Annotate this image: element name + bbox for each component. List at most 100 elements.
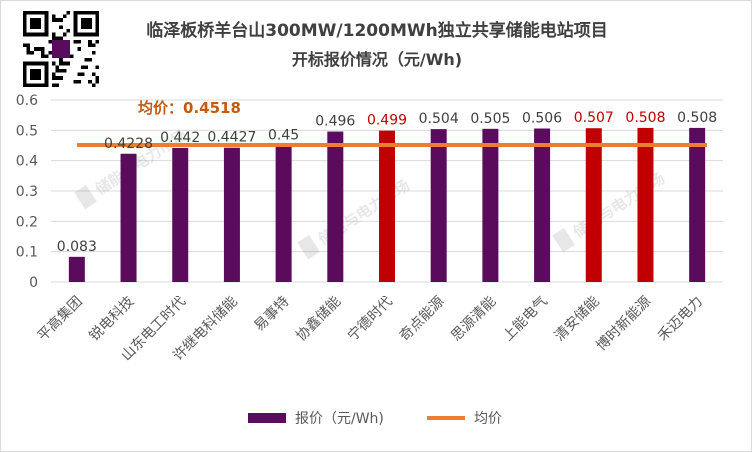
qr-module — [30, 50, 34, 55]
bar-value-label: 0.506 — [522, 111, 562, 127]
bar-value-label: 0.505 — [470, 111, 510, 127]
qr-module — [62, 61, 67, 66]
bar-value-label: 0.496 — [315, 114, 355, 130]
qr-module — [77, 47, 81, 51]
legend: 报价（元/Wh) 均价 — [248, 411, 502, 427]
qr-module — [55, 68, 60, 73]
bar — [379, 130, 395, 282]
bar — [275, 145, 292, 282]
bar — [327, 131, 344, 282]
watermark-logo-icon — [297, 234, 320, 260]
qr-module — [26, 47, 31, 51]
qr-module — [77, 79, 81, 84]
x-tick-label: 平高集团 — [34, 293, 86, 345]
qr-module — [51, 14, 56, 19]
y-tick-label: 0.6 — [16, 93, 38, 109]
bar — [223, 147, 240, 282]
qr-module — [62, 14, 67, 19]
qr-module — [95, 79, 99, 84]
qr-module — [41, 54, 45, 59]
qr-module — [62, 68, 67, 73]
qr-module — [95, 65, 99, 69]
x-tick-label: 锐电科技 — [86, 294, 137, 345]
qr-module — [88, 79, 92, 84]
qr-module — [59, 68, 63, 73]
bar-value-labels: 0.083 0.4228 0.442 0.4427 0.45 0.496 0.499 0.50… — [57, 110, 717, 255]
qr-module — [59, 36, 63, 40]
qr-module — [70, 54, 74, 59]
qr-module — [91, 50, 96, 55]
y-axis-ticks: 0 0.1 0.2 0.3 0.4 0.5 0.6 — [16, 93, 38, 291]
y-tick-label: 0.4 — [16, 154, 38, 170]
qr-module — [80, 72, 85, 77]
qr-module — [51, 76, 56, 80]
qr-module — [23, 43, 27, 48]
qr-module — [37, 47, 42, 51]
average-label-value: 0.4518 — [183, 99, 241, 117]
qr-module — [77, 39, 81, 44]
x-tick-label: 奇点能源 — [396, 293, 448, 345]
qr-module — [66, 11, 71, 15]
qr-module — [41, 50, 45, 55]
average-label: 均价：0.4518 — [138, 99, 241, 117]
qr-module — [48, 39, 52, 44]
bar — [585, 128, 602, 282]
qr-module — [55, 65, 60, 69]
qr-module — [73, 39, 78, 44]
bar-value-label: 0.442 — [160, 130, 200, 146]
qr-module — [26, 50, 31, 55]
qr-module — [77, 72, 81, 77]
bar — [172, 147, 189, 282]
qr-module — [51, 83, 56, 87]
qr-module — [51, 61, 56, 66]
bar-value-label: 0.4427 — [207, 130, 256, 146]
x-tick-label: 博时新能源 — [593, 293, 655, 355]
average-label-prefix: 均价： — [138, 99, 183, 117]
y-tick-label: 0.2 — [16, 214, 38, 230]
bar-value-label: 0.507 — [574, 110, 614, 126]
qr-module — [33, 47, 38, 51]
y-tick-label: 0.3 — [16, 184, 38, 200]
x-tick-label: 上能电气 — [500, 294, 551, 345]
qr-module — [41, 47, 45, 51]
y-tick-label: 0 — [29, 275, 38, 291]
bar — [120, 153, 137, 282]
qr-module — [59, 58, 63, 62]
x-tick-label: 清安储能 — [552, 294, 603, 345]
watermark-logo-icon — [74, 184, 97, 210]
bar — [482, 128, 499, 282]
y-tick-label: 0.5 — [16, 123, 38, 139]
bars — [68, 127, 706, 282]
qr-module — [84, 58, 89, 62]
x-tick-label: 协鑫储能 — [293, 293, 345, 345]
legend-bar-swatch — [248, 413, 286, 423]
bar-value-label: 0.508 — [625, 110, 665, 126]
qr-code-image — [23, 11, 99, 87]
qr-module — [62, 32, 67, 37]
qr-module — [59, 25, 63, 30]
bar-value-label: 0.508 — [677, 110, 717, 126]
qr-module — [48, 50, 52, 55]
qr-module — [26, 43, 31, 48]
bar — [534, 128, 551, 282]
qr-module — [95, 76, 99, 80]
qr-module — [66, 29, 71, 33]
qr-module — [59, 76, 63, 80]
bar — [637, 127, 654, 282]
qr-module — [66, 61, 71, 66]
bar — [430, 129, 447, 282]
qr-module — [55, 36, 60, 40]
qr-module — [91, 83, 96, 87]
x-tick-label: 宁德时代 — [344, 293, 396, 345]
bar-value-label: 0.504 — [419, 111, 459, 127]
qr-module — [95, 39, 99, 44]
qr-module — [51, 32, 56, 37]
x-tick-label: 禾迈电力 — [655, 294, 706, 345]
qr-module — [91, 43, 96, 48]
legend-line-label: 均价 — [474, 411, 502, 427]
qr-module — [55, 83, 60, 87]
qr-finder-inner — [30, 18, 42, 30]
qr-module — [59, 18, 63, 22]
